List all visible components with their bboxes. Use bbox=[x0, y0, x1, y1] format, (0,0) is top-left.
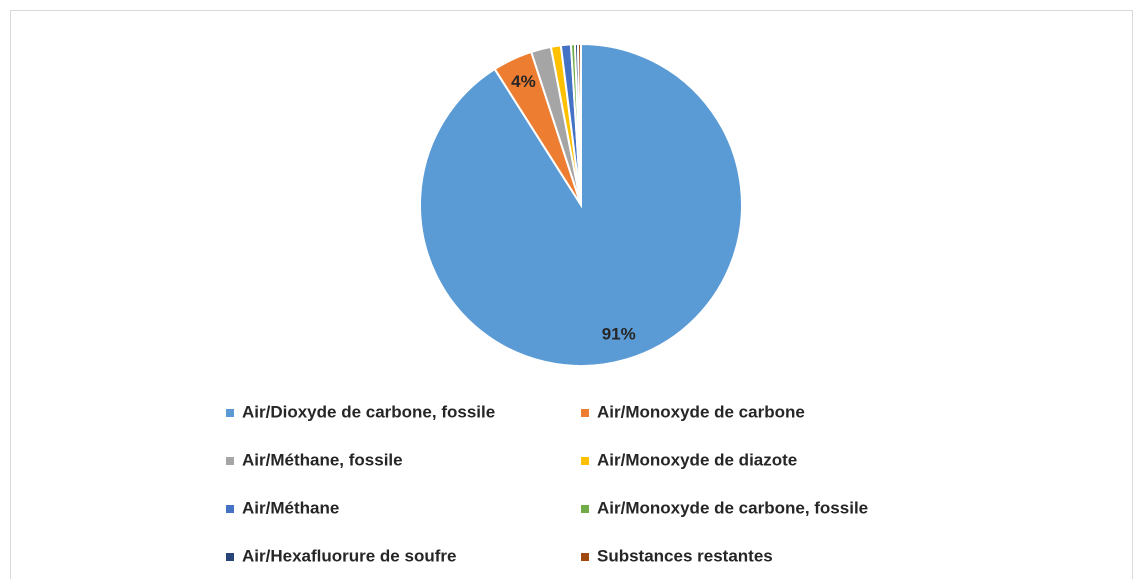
legend-swatch bbox=[226, 553, 234, 561]
pie-slice bbox=[576, 42, 582, 206]
legend-swatch bbox=[581, 457, 589, 465]
legend-swatch bbox=[581, 409, 589, 417]
legend-label: Air/Monoxyde de diazote bbox=[597, 450, 797, 469]
legend-label: Air/Monoxyde de carbone bbox=[597, 402, 805, 421]
legend-swatch bbox=[226, 505, 234, 513]
data-label: 91% bbox=[602, 324, 636, 343]
legend-swatch bbox=[226, 457, 234, 465]
legend-label: Air/Dioxyde de carbone, fossile bbox=[242, 402, 495, 421]
legend-swatch bbox=[581, 553, 589, 561]
legend-label: Air/Monoxyde de carbone, fossile bbox=[597, 498, 868, 517]
legend-label: Air/Méthane, fossile bbox=[242, 450, 403, 469]
legend-swatch bbox=[226, 409, 234, 417]
legend-label: Air/Méthane bbox=[242, 498, 339, 517]
legend-swatch bbox=[581, 505, 589, 513]
legend-label: Air/Hexafluorure de soufre bbox=[242, 546, 456, 565]
legend-label: Substances restantes bbox=[597, 546, 773, 565]
data-label: 4% bbox=[511, 72, 536, 91]
